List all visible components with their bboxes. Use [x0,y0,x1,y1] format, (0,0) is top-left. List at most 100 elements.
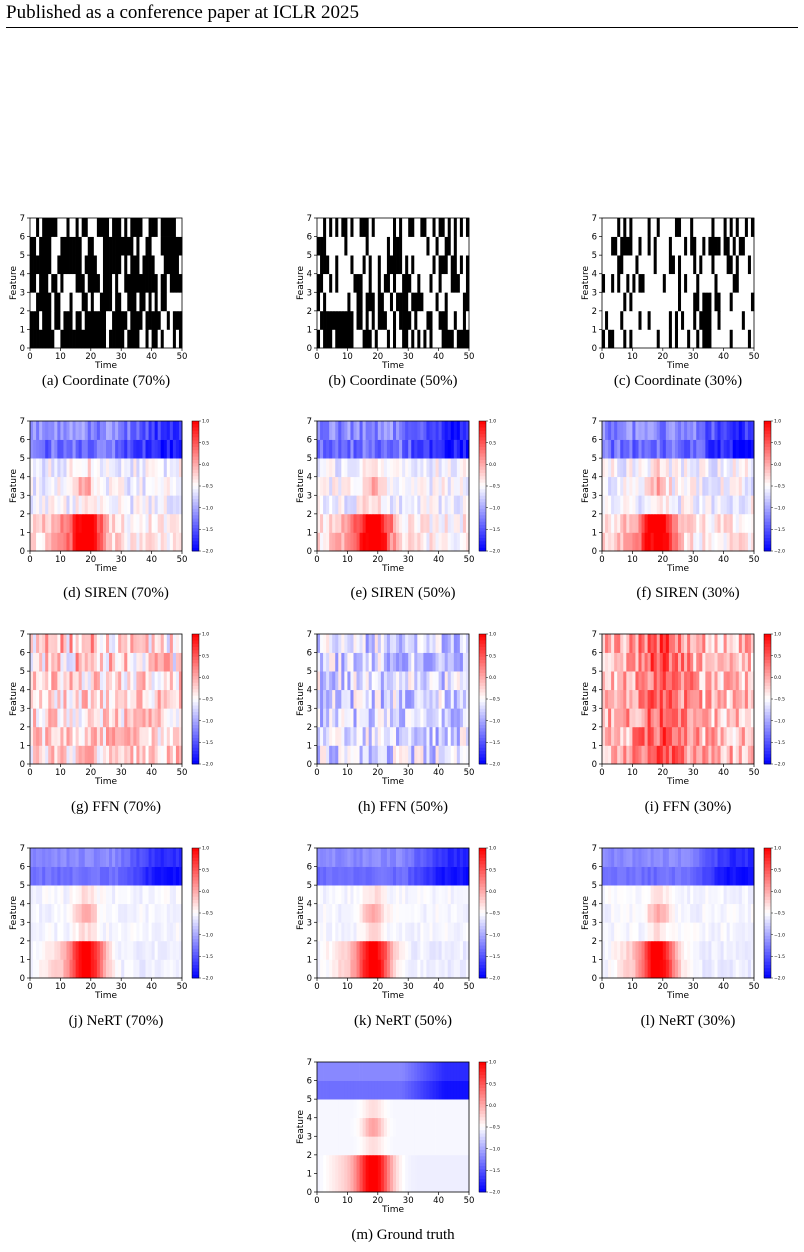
heatmap-cell [605,885,609,905]
heatmap-cell [389,903,394,923]
heatmap-cell [659,439,664,459]
heatmap-cell [121,689,125,709]
heatmap-cell [66,708,70,728]
colorbar-segment [192,854,199,859]
colorbar-segment [192,499,199,503]
heatmap-cell [353,959,357,979]
heatmap-cell [87,439,92,459]
heatmap-cell [335,726,339,746]
heatmap-cell [647,421,651,440]
heatmap-cell [102,940,107,960]
heatmap-cell [136,236,140,256]
heatmap-cell [154,476,159,496]
heatmap-cell [678,922,682,942]
heatmap-cell [81,634,86,653]
heatmap-cell [60,273,64,293]
colorbar-segment [764,682,771,687]
heatmap-cell [154,218,159,237]
heatmap-cell [96,421,101,440]
heatmap-cell [320,885,324,905]
colorbar-segment [764,499,771,503]
y-tick-label: 4 [307,900,312,910]
heatmap-cell [735,329,740,349]
heatmap-cell [435,439,439,459]
heatmap-cell [647,273,651,293]
heatmap-cell [426,726,430,746]
heatmap-cell [72,458,76,478]
heatmap-cell [380,866,385,886]
heatmap-cell [112,439,116,459]
heatmap-cell [671,236,676,256]
y-axis-label: Feature [296,896,306,930]
heatmap-cell [711,292,715,312]
heatmap-cell [148,329,152,349]
heatmap-cell [362,671,366,691]
colorbar-tick-label: −1.5 [489,527,500,533]
heatmap-cell [674,866,679,886]
colorbar-segment [479,909,486,914]
heatmap-cell [148,310,152,330]
colorbar-tick-label: −2.0 [202,976,213,982]
heatmap-cell [399,652,403,672]
heatmap-cell [380,708,385,728]
heatmap-cell [435,329,439,349]
heatmap-cell [629,866,633,886]
colorbar-tick-label: −1.5 [489,954,500,960]
heatmap-cell [87,866,92,886]
heatmap-cell [738,476,743,496]
heatmap-cell [374,476,379,496]
heatmap-cell [93,292,98,312]
heatmap-cell [653,329,658,349]
heatmap-cell [453,940,458,960]
heatmap-cell [693,959,697,979]
heatmap-cell [175,922,180,942]
heatmap-cell [178,922,183,942]
heatmap-cell [647,959,651,979]
heatmap-cell [51,255,55,275]
heatmap-cell [329,708,333,728]
heatmap-cell [169,310,174,330]
heatmap-cell [139,273,143,293]
heatmap-cell [702,255,706,275]
heatmap-cell [605,310,609,330]
heatmap-cell [602,310,606,330]
heatmap-cell [665,292,670,312]
heatmap-cell [729,273,734,293]
colorbar-segment [479,955,486,959]
colorbar-segment [479,939,486,943]
colorbar-tick-label: −1.0 [202,932,213,938]
heatmap-cell [145,885,149,905]
heatmap-cell [90,513,95,533]
heatmap-cell [432,708,436,728]
heatmap-cell [626,255,630,275]
heatmap-cell [338,652,342,672]
heatmap-cell [341,885,345,905]
heatmap-cell [693,922,697,942]
y-tick-label: 4 [592,473,597,483]
heatmap-cell [447,329,452,349]
heatmap-cell [747,903,752,923]
heatmap-cell [332,652,336,672]
heatmap-cell [36,726,40,746]
subfigure-panel: 0 10 20 30 40 50 0 1 2 3 4 5 6 7 Time Feature 1.0 0.5 0.0−… [8,842,230,1002]
heatmap-cell [317,885,321,905]
heatmap-cell [323,634,327,653]
heatmap-cell [438,292,442,312]
heatmap-cell [139,634,143,653]
y-tick-label: 4 [307,473,312,483]
heatmap-cell [371,903,376,923]
heatmap-cell [39,513,43,533]
heatmap-cell [151,439,155,459]
heatmap-cell [432,959,436,979]
heatmap-cell [66,866,70,886]
heatmap-cell [726,708,731,728]
heatmap-cell [729,671,734,691]
heatmap-cell [130,689,134,709]
heatmap-cell [96,940,101,960]
heatmap-cell [735,495,740,515]
heatmap-cell [414,495,418,515]
heatmap-cell [127,292,131,312]
heatmap-cell [377,292,382,312]
